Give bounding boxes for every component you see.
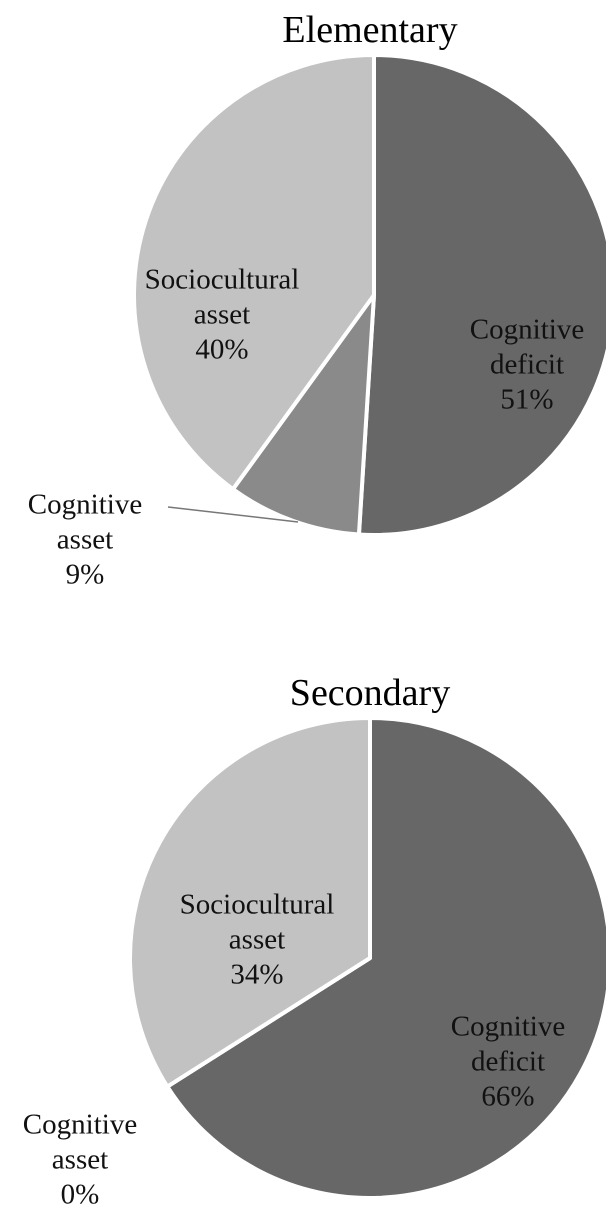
category-label: Sociocultural asset <box>179 888 335 956</box>
slice-label: Cognitive asset 9% <box>28 488 142 593</box>
chart-title: Secondary <box>289 672 451 714</box>
value-label: 0% <box>60 1178 100 1211</box>
category-label: Cognitive asset <box>22 1108 138 1176</box>
slice-label: Sociocultural asset 34% <box>180 888 335 993</box>
pie-slice <box>132 53 376 492</box>
category-label: Cognitive deficit <box>450 1010 566 1078</box>
chart-title: Elementary <box>282 9 458 51</box>
slice-label: Cognitive deficit 51% <box>470 313 584 418</box>
value-label: 34% <box>230 958 284 991</box>
category-label: Cognitive deficit <box>469 313 585 381</box>
slice-label: Cognitive deficit 66% <box>451 1010 565 1115</box>
value-label: 40% <box>195 333 249 366</box>
value-label: 51% <box>500 383 554 416</box>
value-label: 9% <box>65 558 105 591</box>
value-label: 66% <box>481 1080 535 1113</box>
pie-slice <box>165 716 606 1200</box>
slice-label: Cognitive asset 0% <box>23 1108 137 1213</box>
category-label: Sociocultural asset <box>144 263 300 331</box>
slice-label: Sociocultural asset 40% <box>145 263 300 368</box>
pie-slice <box>128 716 372 1089</box>
leader-line <box>167 506 299 523</box>
pie-slice <box>356 53 606 537</box>
category-label: Cognitive asset <box>27 488 143 556</box>
